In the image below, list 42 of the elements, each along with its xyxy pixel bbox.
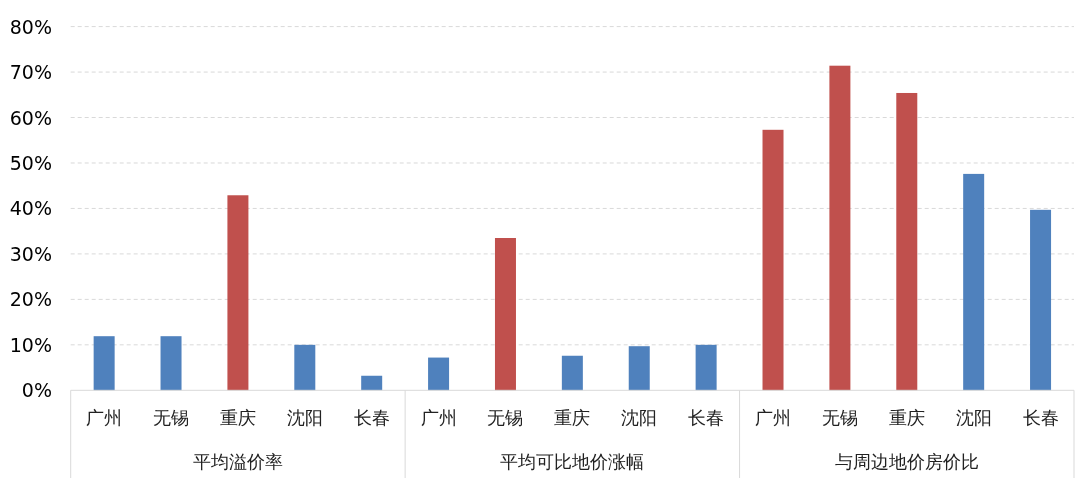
x-tick-label: 无锡 xyxy=(153,407,190,428)
x-tick-label: 沈阳 xyxy=(286,407,323,428)
y-tick-label: 30% xyxy=(9,242,52,265)
bar xyxy=(695,344,717,391)
bar xyxy=(227,195,249,391)
bar xyxy=(896,92,918,391)
x-tick-label: 无锡 xyxy=(487,407,524,428)
y-tick-label: 60% xyxy=(9,106,52,129)
y-tick-label: 0% xyxy=(21,379,52,402)
text: 与周边地价房价比 xyxy=(834,451,979,472)
x-tick-label: 长春 xyxy=(688,407,725,428)
x-tick-label: 长春 xyxy=(353,407,390,428)
x-tick-label: 长春 xyxy=(1022,407,1059,428)
bar xyxy=(294,344,316,391)
bar xyxy=(1030,209,1052,391)
x-tick-label: 沈阳 xyxy=(955,407,992,428)
text: 平均可比地价涨幅 xyxy=(500,451,645,472)
bar xyxy=(762,129,784,391)
x-tick-label: 重庆 xyxy=(219,407,256,428)
y-tick-label: 80% xyxy=(9,15,52,38)
x-tick-label: 广州 xyxy=(755,407,792,428)
y-tick-label: 10% xyxy=(9,333,52,356)
bar xyxy=(361,375,383,391)
bar xyxy=(494,238,516,391)
x-tick-label: 广州 xyxy=(420,407,457,428)
y-tick-label: 50% xyxy=(9,151,52,174)
text: 平均溢价率 xyxy=(192,451,283,472)
y-tick-label: 20% xyxy=(9,288,52,311)
x-tick-label: 沈阳 xyxy=(621,407,658,428)
y-tick-label: 70% xyxy=(9,61,52,84)
bar xyxy=(428,357,450,391)
bar xyxy=(561,355,583,391)
bar xyxy=(160,336,182,391)
bar xyxy=(93,336,115,391)
x-tick-label: 重庆 xyxy=(888,407,925,428)
bar xyxy=(628,346,650,391)
x-tick-label: 广州 xyxy=(86,407,123,428)
x-tick-label: 无锡 xyxy=(821,407,858,428)
y-tick-label: 40% xyxy=(9,197,52,220)
bar xyxy=(829,65,851,391)
bar xyxy=(963,173,985,391)
x-tick-label: 重庆 xyxy=(554,407,591,428)
